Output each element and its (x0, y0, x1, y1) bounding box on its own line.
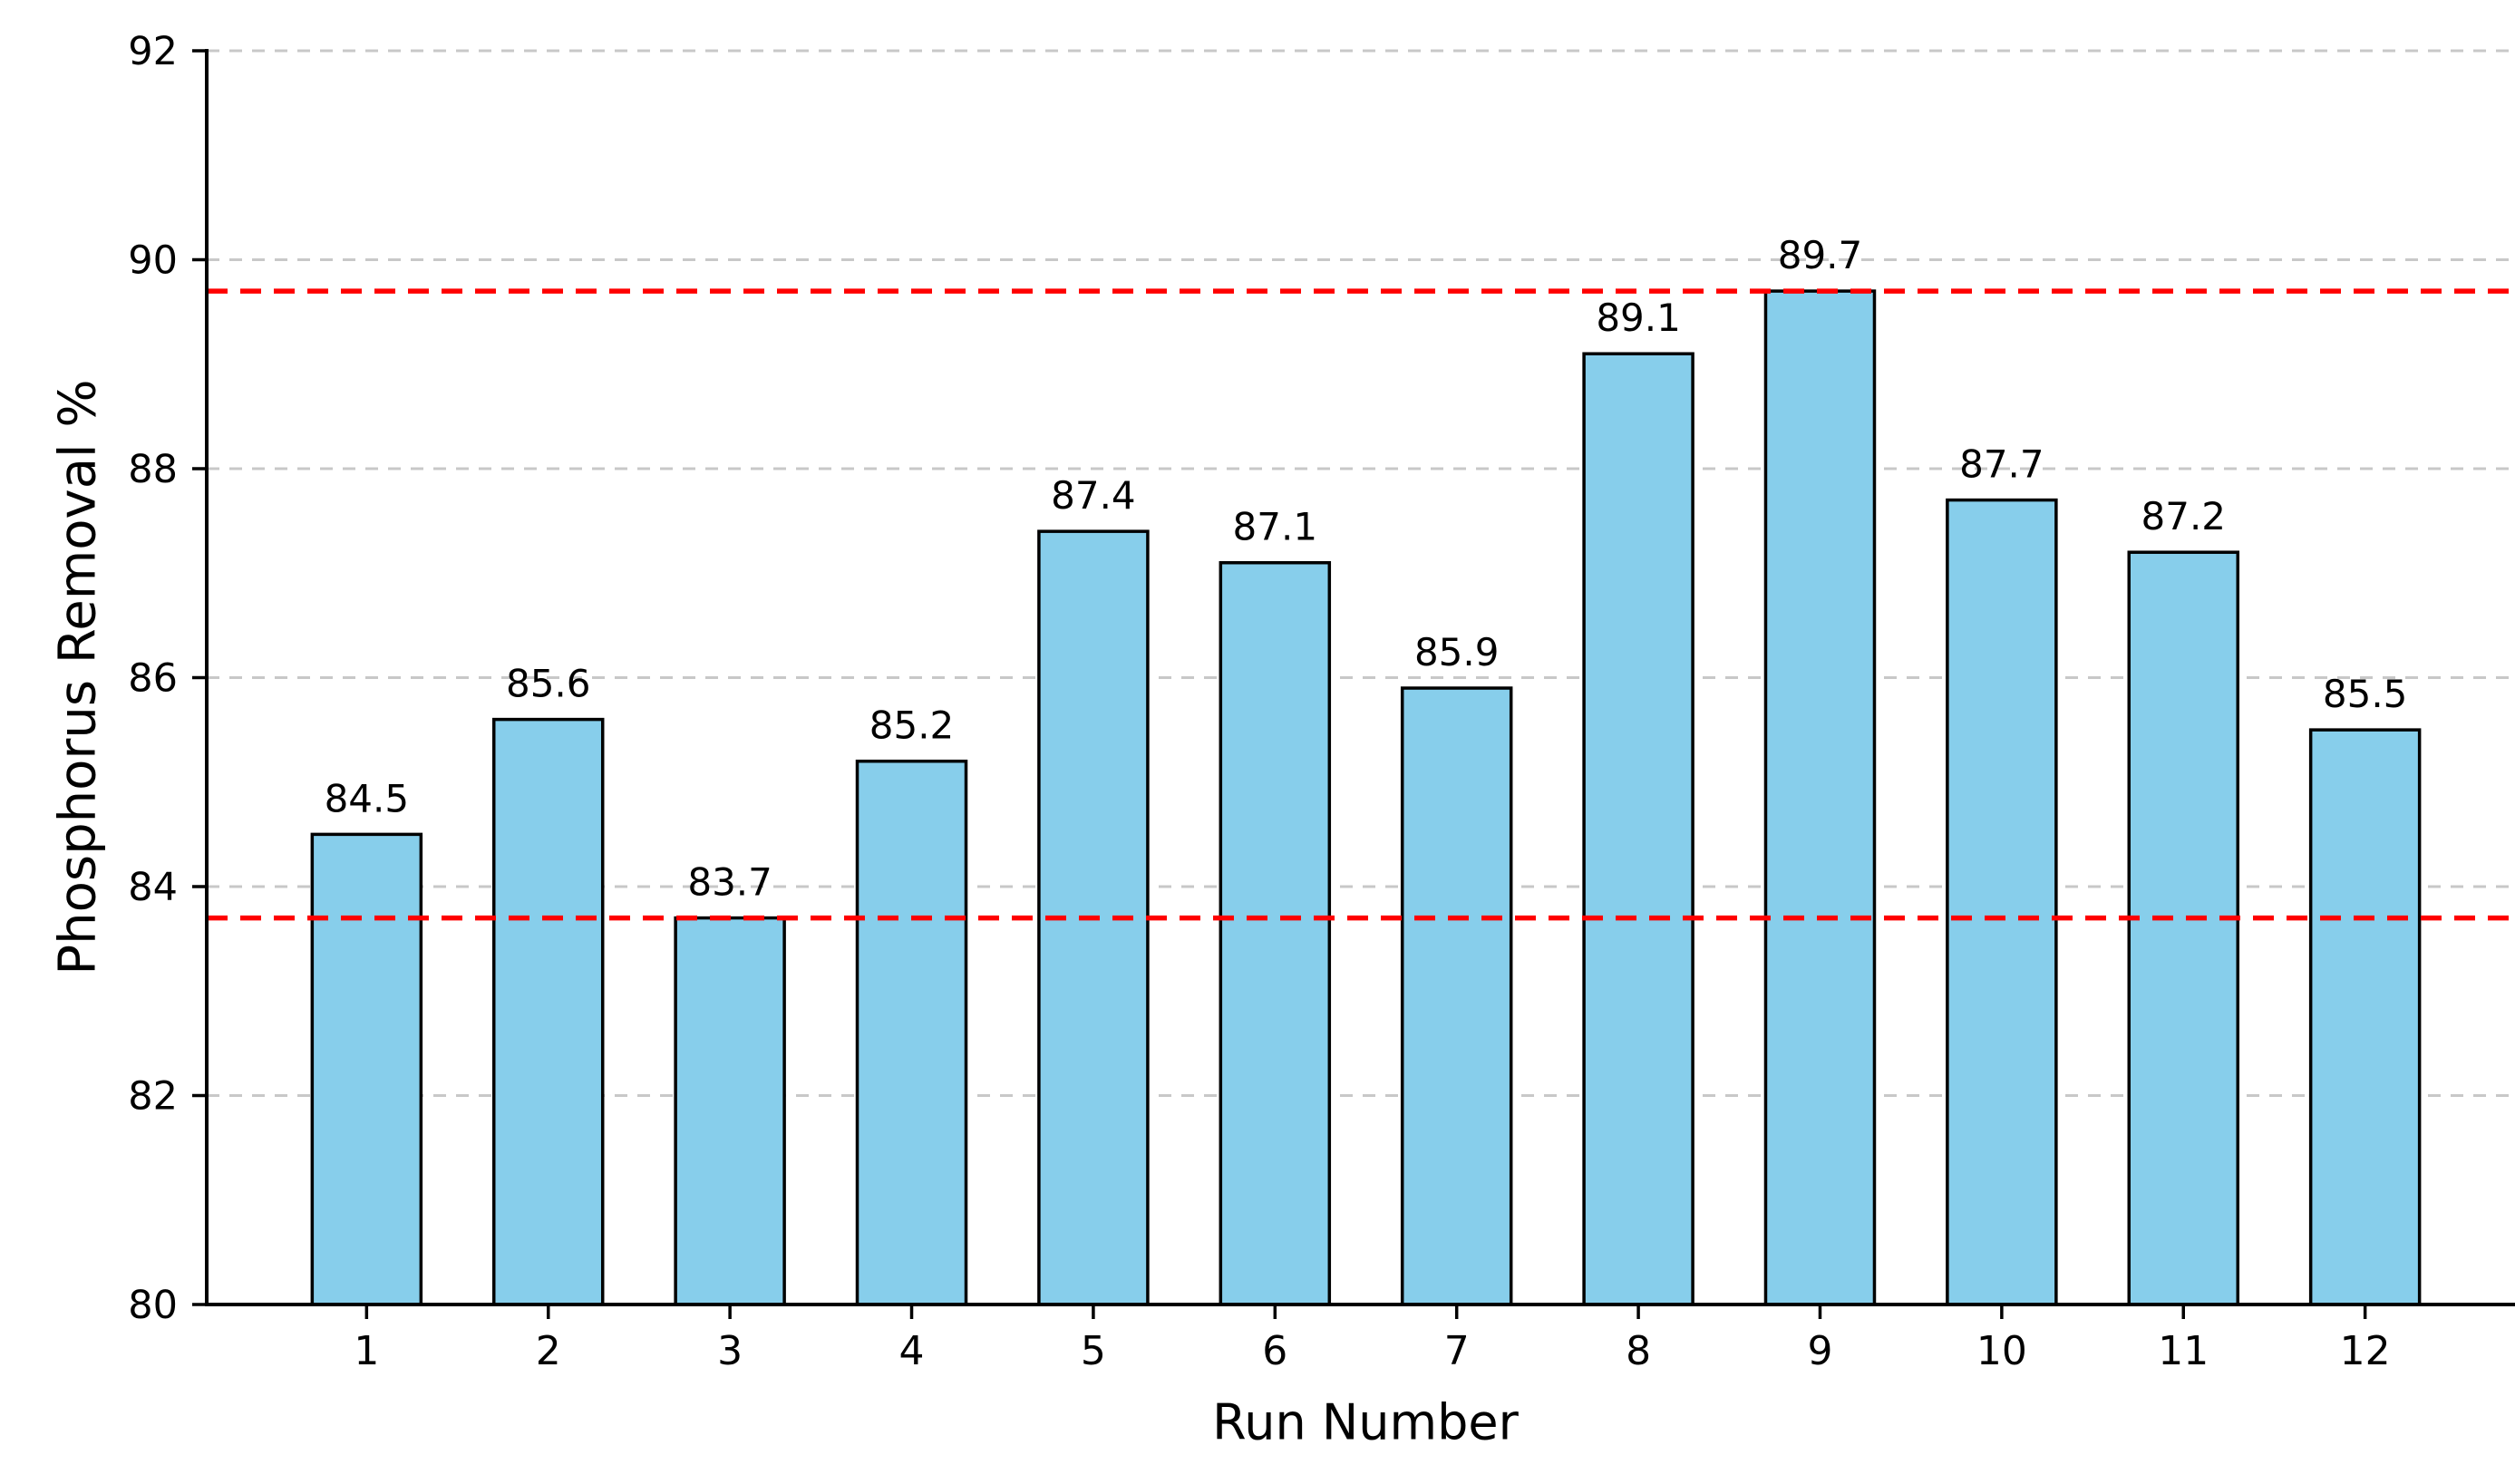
x-tick-label-6: 6 (1262, 1328, 1287, 1374)
y-tick-label-90: 90 (128, 238, 178, 284)
x-tick-label-5: 5 (1081, 1328, 1106, 1374)
y-tick-label-82: 82 (128, 1074, 178, 1120)
bar-run-4 (855, 759, 968, 1306)
bar-run-12 (2308, 728, 2422, 1306)
bar-value-label-6: 87.1 (1233, 505, 1318, 549)
bar-run-1 (310, 832, 423, 1306)
x-tick-label-3: 3 (717, 1328, 743, 1374)
bar-value-label-7: 85.9 (1414, 630, 1500, 674)
bar-value-label-4: 85.2 (869, 703, 955, 748)
x-tick-label-12: 12 (2340, 1328, 2391, 1374)
bar-run-9 (1763, 289, 1877, 1306)
bar-value-label-8: 89.1 (1596, 296, 1681, 340)
bar-run-8 (1582, 352, 1694, 1306)
bar-value-label-12: 85.5 (2323, 672, 2408, 716)
x-axis-title: Run Number (1212, 1393, 1519, 1451)
y-tick-label-92: 92 (128, 29, 178, 74)
x-tick-label-11: 11 (2158, 1328, 2209, 1374)
x-tick-label-9: 9 (1807, 1328, 1832, 1374)
bar-value-label-10: 87.7 (1959, 442, 2044, 487)
y-tick-label-86: 86 (128, 656, 178, 702)
x-tick-label-7: 7 (1444, 1328, 1470, 1374)
y-tick-label-88: 88 (128, 447, 178, 492)
bar-run-7 (1400, 686, 1513, 1306)
y-tick-label-80: 80 (128, 1283, 178, 1328)
x-tick-label-1: 1 (354, 1328, 379, 1374)
phosphorus-removal-bar-chart: 80 82 84 86 88 90 92 1 2 3 4 5 6 7 8 9 10 11 12 84.5 85.6 83.… (36, 15, 2515, 1484)
bar-value-label-2: 85.6 (506, 662, 591, 706)
bar-value-label-3: 83.7 (687, 860, 772, 905)
y-axis-title: Phosphorus Removal % (48, 379, 108, 975)
bar-value-label-1: 84.5 (325, 776, 410, 820)
bar-run-11 (2127, 550, 2240, 1306)
x-tick-label-2: 2 (536, 1328, 561, 1374)
x-tick-label-4: 4 (899, 1328, 925, 1374)
bar-run-10 (1946, 498, 2058, 1306)
y-tick-label-84: 84 (128, 865, 178, 910)
x-tick-label-10: 10 (1976, 1328, 2027, 1374)
bar-value-label-5: 87.4 (1051, 473, 1136, 518)
bar-run-3 (674, 916, 786, 1306)
x-tick-label-8: 8 (1626, 1328, 1651, 1374)
bar-value-label-11: 87.2 (2141, 494, 2227, 538)
bar-run-2 (491, 717, 605, 1306)
bar-value-label-9: 89.7 (1778, 233, 1863, 277)
bar-run-6 (1219, 560, 1332, 1306)
